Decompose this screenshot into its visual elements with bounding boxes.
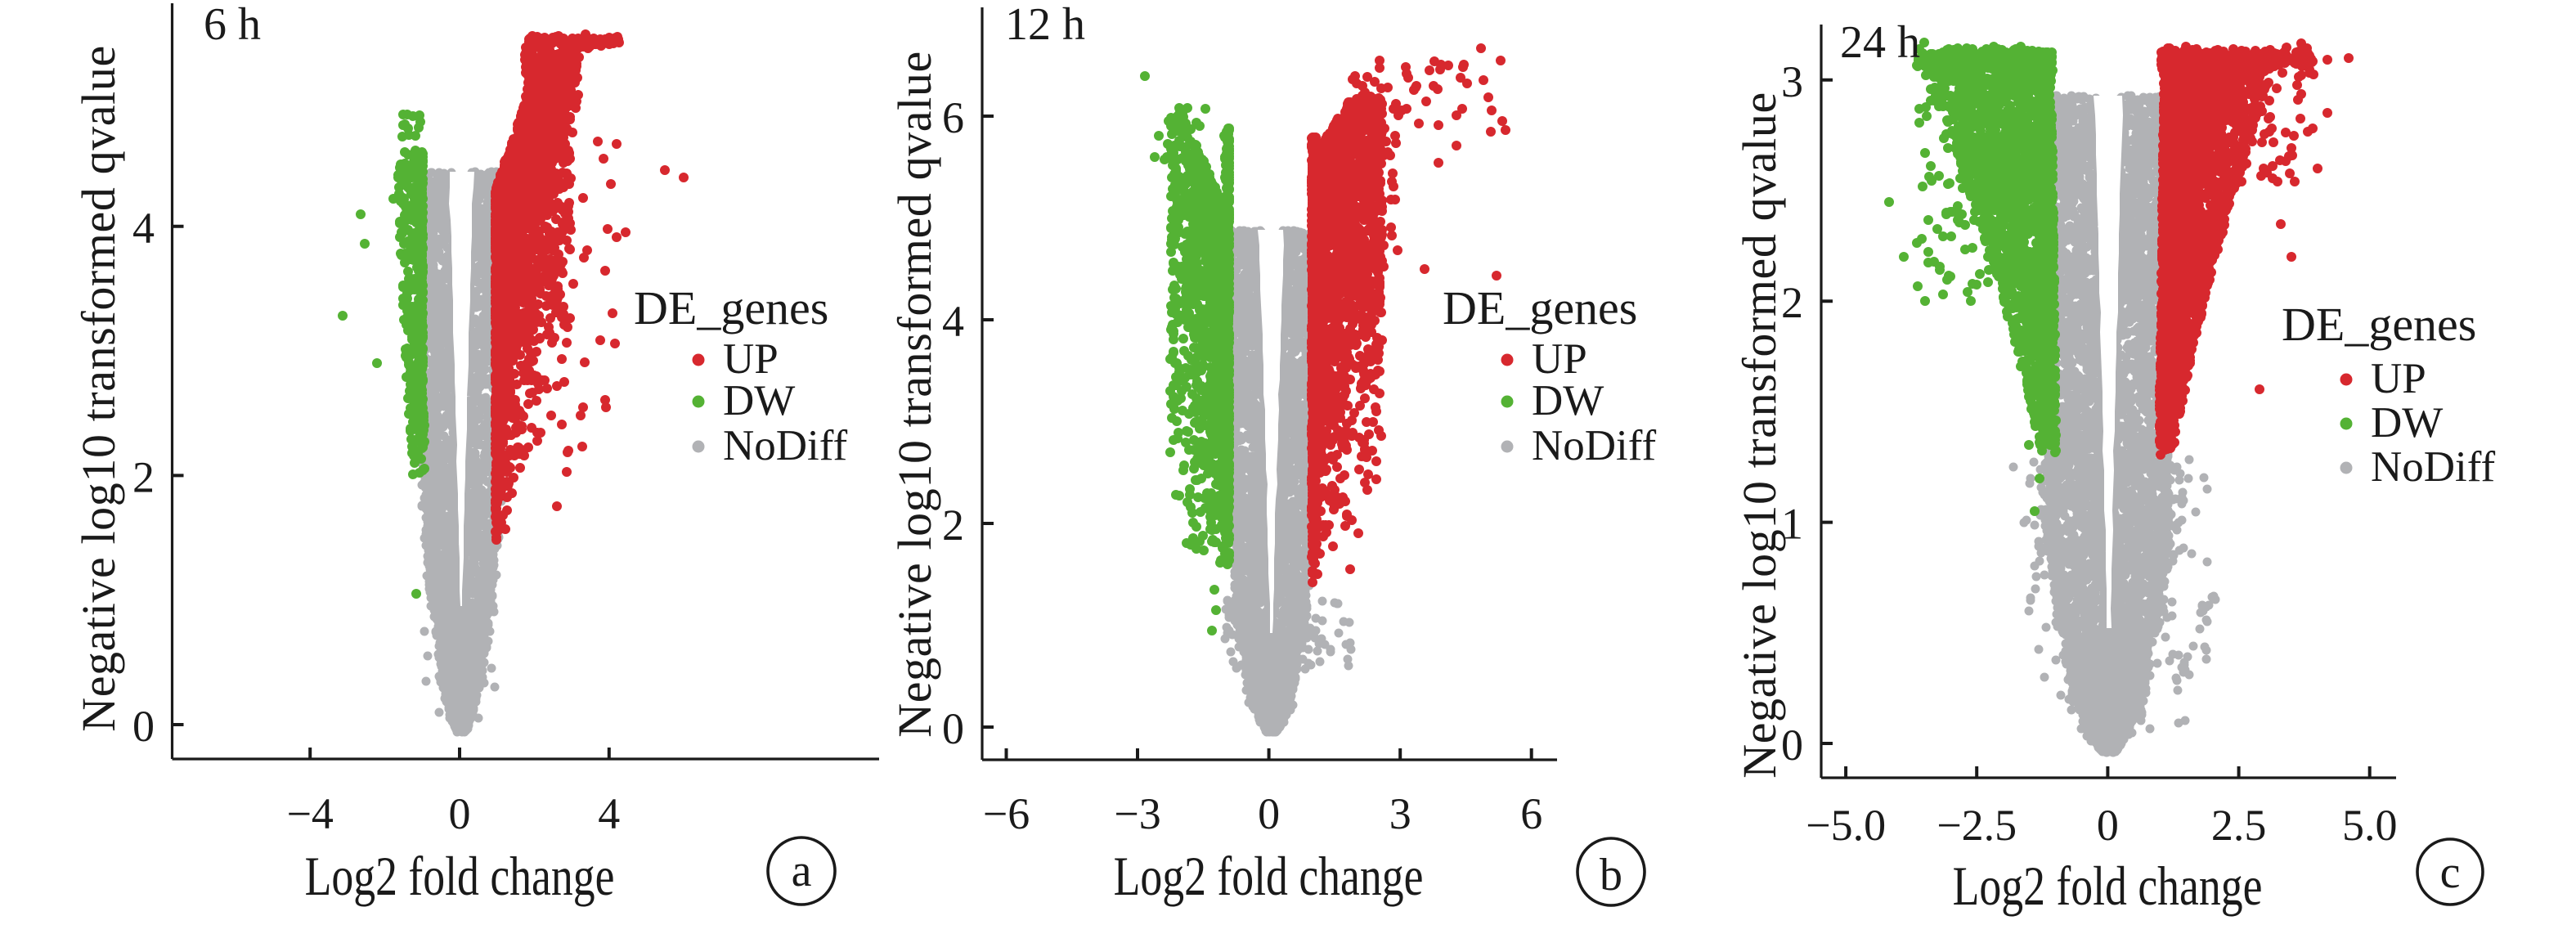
svg-text:4: 4 xyxy=(598,789,620,838)
svg-text:12 h: 12 h xyxy=(1005,0,1085,50)
svg-text:0: 0 xyxy=(132,702,155,751)
svg-text:3: 3 xyxy=(1389,789,1411,838)
svg-text:−2.5: −2.5 xyxy=(1936,801,2017,850)
svg-text:0: 0 xyxy=(449,789,471,838)
svg-text:Negative log10 transformed qva: Negative log10 transformed qvalue xyxy=(888,51,941,738)
svg-text:NoDiff: NoDiff xyxy=(1532,422,1656,469)
svg-text:b: b xyxy=(1600,850,1622,900)
svg-text:NoDiff: NoDiff xyxy=(723,422,847,469)
svg-text:Negative log10 transformed qva: Negative log10 transformed qvalue xyxy=(1733,92,1786,779)
svg-text:2: 2 xyxy=(132,452,155,501)
svg-text:UP: UP xyxy=(1532,335,1587,383)
svg-text:0: 0 xyxy=(1781,721,1803,770)
svg-text:Log2 fold change: Log2 fold change xyxy=(1114,846,1424,907)
svg-text:−6: −6 xyxy=(983,789,1030,838)
svg-text:6: 6 xyxy=(942,93,964,142)
svg-text:1: 1 xyxy=(1781,500,1803,549)
svg-text:0: 0 xyxy=(942,704,964,753)
svg-text:4: 4 xyxy=(942,297,964,346)
svg-text:DW: DW xyxy=(1532,377,1604,424)
svg-text:Negative log10 transformed qva: Negative log10 transformed qvalue xyxy=(72,45,125,732)
svg-text:DE_genes: DE_genes xyxy=(2282,298,2476,351)
svg-text:DE_genes: DE_genes xyxy=(634,281,828,335)
svg-text:−4: −4 xyxy=(286,789,333,838)
svg-text:Log2 fold change: Log2 fold change xyxy=(1953,855,2263,917)
svg-text:DW: DW xyxy=(723,377,795,424)
svg-text:c: c xyxy=(2440,847,2461,898)
svg-text:NoDiff: NoDiff xyxy=(2371,443,2495,491)
svg-text:24 h: 24 h xyxy=(1840,17,1920,68)
svg-text:a: a xyxy=(792,846,812,896)
svg-text:UP: UP xyxy=(2371,355,2426,402)
svg-text:6: 6 xyxy=(1520,789,1542,838)
svg-text:5.0: 5.0 xyxy=(2342,801,2398,850)
svg-text:UP: UP xyxy=(723,335,779,383)
svg-text:0: 0 xyxy=(2097,801,2119,850)
svg-text:Log2 fold change: Log2 fold change xyxy=(305,846,615,907)
svg-text:2: 2 xyxy=(942,501,964,550)
svg-text:3: 3 xyxy=(1781,57,1803,106)
svg-text:DW: DW xyxy=(2371,399,2443,447)
svg-text:2.5: 2.5 xyxy=(2211,801,2267,850)
svg-text:2: 2 xyxy=(1781,278,1803,327)
svg-text:−5.0: −5.0 xyxy=(1806,801,1886,850)
svg-text:4: 4 xyxy=(132,204,155,253)
svg-text:DE_genes: DE_genes xyxy=(1443,281,1637,335)
svg-text:−3: −3 xyxy=(1114,789,1160,838)
svg-text:6 h: 6 h xyxy=(204,0,261,50)
svg-text:0: 0 xyxy=(1258,789,1280,838)
